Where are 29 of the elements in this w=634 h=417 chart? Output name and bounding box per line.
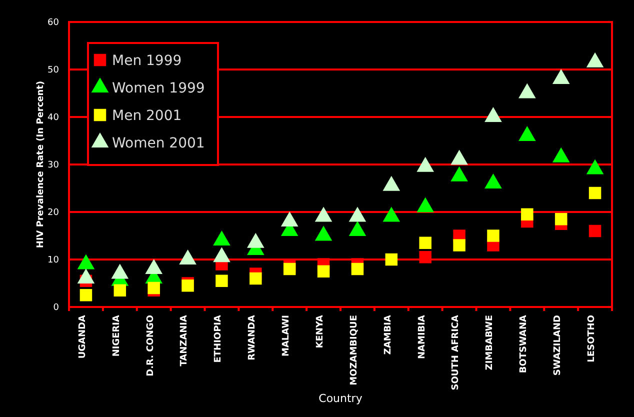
y-tick-label: 60 bbox=[48, 18, 60, 28]
legend-label: Men 2001 bbox=[112, 108, 182, 124]
x-tick-label: ZIMBABWE bbox=[485, 315, 496, 370]
x-tick-label: UGANDA bbox=[78, 314, 88, 359]
legend-label: Women 2001 bbox=[112, 136, 205, 152]
x-tick-label: RWANDA bbox=[248, 314, 258, 360]
x-tick-label: LESOTHO bbox=[586, 314, 597, 362]
y-tick-label: 30 bbox=[48, 160, 60, 170]
legend-label: Men 1999 bbox=[112, 53, 182, 69]
x-tick-label: MALAWI bbox=[282, 315, 292, 356]
x-tick-label: ZAMBIA bbox=[383, 314, 394, 355]
y-tick-label: 20 bbox=[48, 208, 60, 218]
y-tick-label: 10 bbox=[48, 255, 60, 266]
x-tick-label: SOUTH AFRICA bbox=[451, 314, 462, 390]
x-tick-label: ETHIOPIA bbox=[214, 314, 224, 363]
x-axis-title: Country bbox=[318, 392, 363, 405]
y-tick-label: 50 bbox=[48, 65, 60, 76]
x-tick-label: KENYA bbox=[315, 314, 326, 348]
x-tick-label: NAMIBIA bbox=[417, 314, 428, 359]
x-tick-label: BOTSWANA bbox=[519, 314, 530, 374]
legend-label: Women 1999 bbox=[112, 80, 205, 96]
x-tick-label: TANZANIA bbox=[180, 314, 190, 366]
x-tick-label: MOZAMBIQUE bbox=[349, 315, 360, 386]
x-tick-label: D.R. CONGO bbox=[146, 314, 156, 376]
x-tick-label: NIGERIA bbox=[112, 314, 122, 357]
x-tick-label: SWAZILAND bbox=[553, 315, 564, 376]
y-tick-label: 0 bbox=[53, 302, 60, 313]
y-axis-title: HIV Prevalence Rate (In Percent) bbox=[36, 80, 46, 248]
y-tick-label: 40 bbox=[48, 112, 60, 123]
